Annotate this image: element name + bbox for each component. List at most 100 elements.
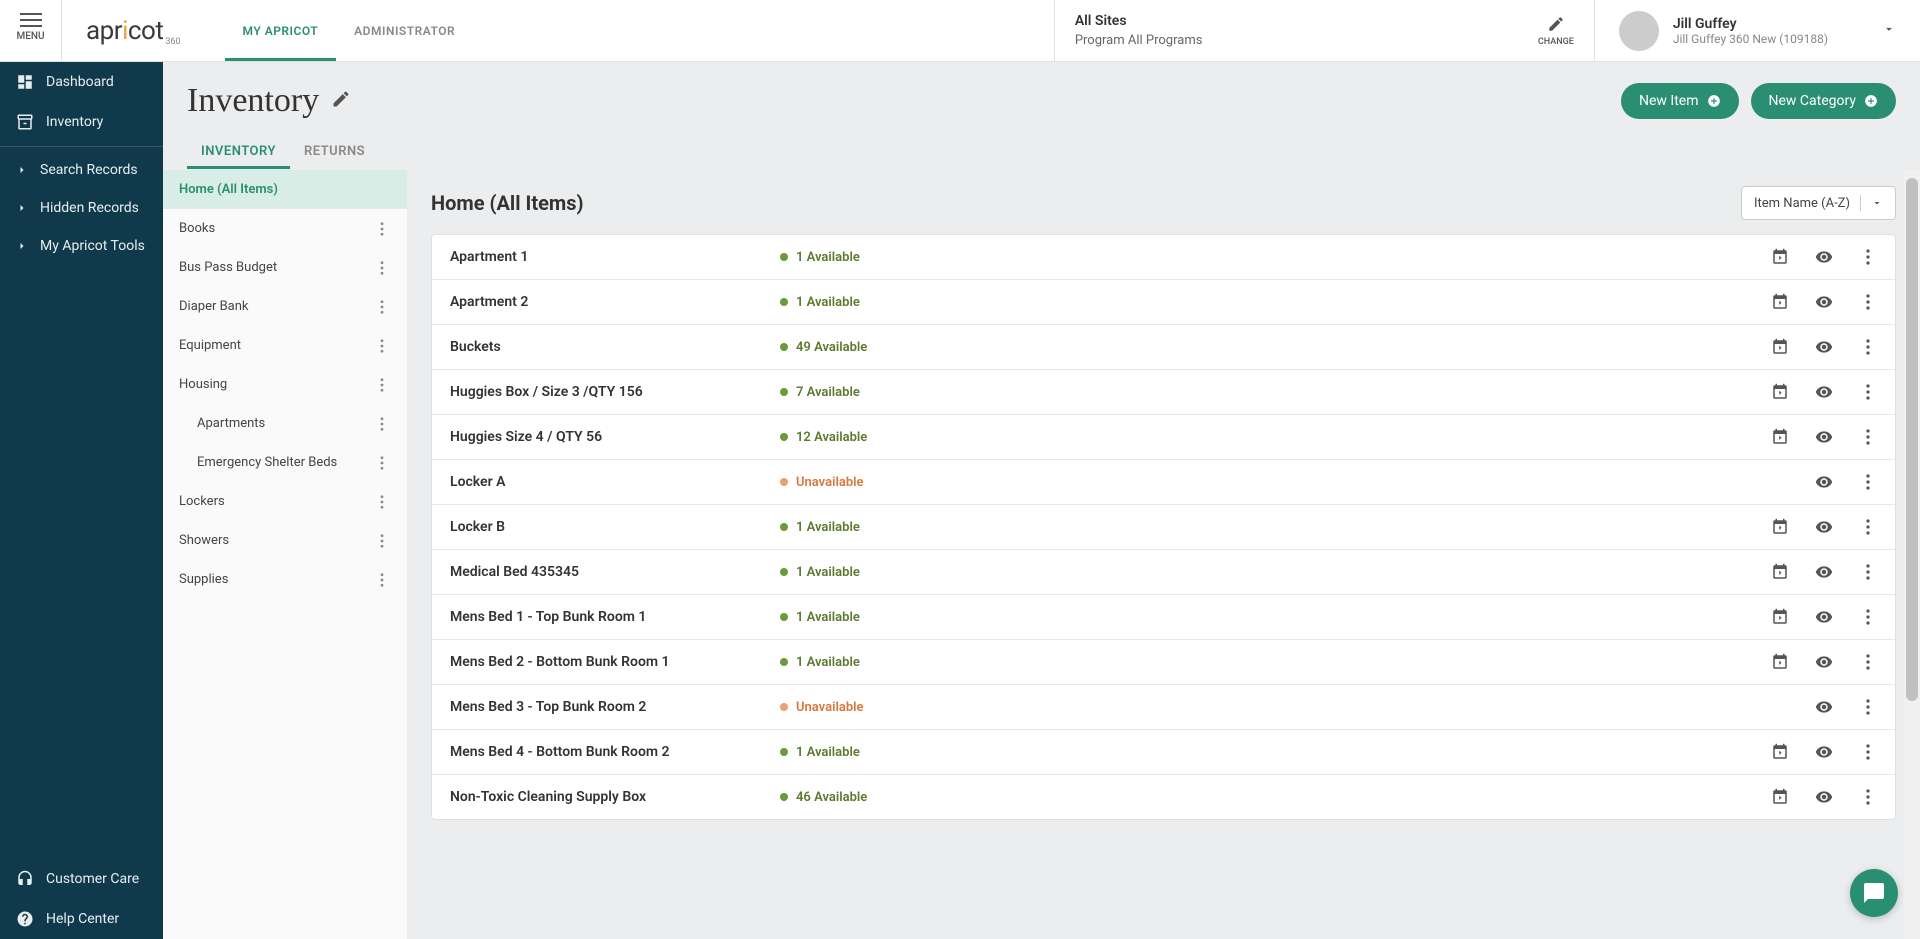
item-name: Apartment 2 <box>450 294 780 310</box>
edit-title-button[interactable] <box>331 89 351 113</box>
page-tab[interactable]: RETURNS <box>290 136 379 169</box>
category-item[interactable]: Bus Pass Budget <box>163 248 407 287</box>
new-item-button[interactable]: New Item <box>1621 83 1739 119</box>
category-more-button[interactable] <box>373 456 391 470</box>
row-more-button[interactable] <box>1859 653 1877 671</box>
inventory-row[interactable]: Medical Bed 4353451 Available <box>432 550 1895 595</box>
eye-icon <box>1815 428 1833 446</box>
view-button[interactable] <box>1815 518 1833 536</box>
row-more-button[interactable] <box>1859 383 1877 401</box>
category-more-button[interactable] <box>373 573 391 587</box>
category-more-button[interactable] <box>373 339 391 353</box>
inventory-row[interactable]: Non-Toxic Cleaning Supply Box46 Availabl… <box>432 775 1895 819</box>
schedule-button[interactable] <box>1771 743 1789 761</box>
view-button[interactable] <box>1815 743 1833 761</box>
sidebar-item[interactable]: Dashboard <box>0 62 163 102</box>
row-more-button[interactable] <box>1859 698 1877 716</box>
row-more-button[interactable] <box>1859 563 1877 581</box>
category-more-button[interactable] <box>373 378 391 392</box>
user-menu[interactable]: Jill Guffey Jill Guffey 360 New (109188) <box>1594 0 1920 61</box>
view-button[interactable] <box>1815 248 1833 266</box>
inventory-row[interactable]: Huggies Box / Size 3 /QTY 1567 Available <box>432 370 1895 415</box>
row-more-button[interactable] <box>1859 248 1877 266</box>
row-more-button[interactable] <box>1859 608 1877 626</box>
item-status: 49 Available <box>780 340 1771 355</box>
view-button[interactable] <box>1815 608 1833 626</box>
view-button[interactable] <box>1815 788 1833 806</box>
inventory-row[interactable]: Mens Bed 2 - Bottom Bunk Room 11 Availab… <box>432 640 1895 685</box>
view-button[interactable] <box>1815 698 1833 716</box>
sidebar-item[interactable]: Inventory <box>0 102 163 142</box>
scrollbar[interactable] <box>1904 170 1920 939</box>
view-button[interactable] <box>1815 383 1833 401</box>
row-more-button[interactable] <box>1859 428 1877 446</box>
item-status: 1 Available <box>780 295 1771 310</box>
schedule-button[interactable] <box>1771 383 1789 401</box>
category-more-button[interactable] <box>373 261 391 275</box>
row-more-button[interactable] <box>1859 473 1877 491</box>
schedule-button[interactable] <box>1771 608 1789 626</box>
schedule-button[interactable] <box>1771 563 1789 581</box>
sidebar-item[interactable]: My Apricot Tools <box>0 227 163 265</box>
top-tab[interactable]: MY APRICOT <box>225 0 337 61</box>
view-button[interactable] <box>1815 473 1833 491</box>
category-item[interactable]: Supplies <box>163 560 407 599</box>
sidebar-item[interactable]: Hidden Records <box>0 189 163 227</box>
category-item[interactable]: Showers <box>163 521 407 560</box>
row-more-button[interactable] <box>1859 518 1877 536</box>
view-button[interactable] <box>1815 563 1833 581</box>
inventory-row[interactable]: Buckets49 Available <box>432 325 1895 370</box>
item-status: 46 Available <box>780 790 1771 805</box>
new-category-button[interactable]: New Category <box>1751 83 1896 119</box>
schedule-button[interactable] <box>1771 428 1789 446</box>
inventory-row[interactable]: Huggies Size 4 / QTY 5612 Available <box>432 415 1895 460</box>
row-more-button[interactable] <box>1859 788 1877 806</box>
view-button[interactable] <box>1815 338 1833 356</box>
inventory-row[interactable]: Locker AUnavailable <box>432 460 1895 505</box>
schedule-button[interactable] <box>1771 293 1789 311</box>
category-item[interactable]: Diaper Bank <box>163 287 407 326</box>
row-more-button[interactable] <box>1859 743 1877 761</box>
inventory-row[interactable]: Mens Bed 3 - Top Bunk Room 2Unavailable <box>432 685 1895 730</box>
schedule-button[interactable] <box>1771 338 1789 356</box>
category-more-button[interactable] <box>373 222 391 236</box>
page-tab[interactable]: INVENTORY <box>187 136 290 169</box>
sidebar-item[interactable]: Customer Care <box>0 859 163 899</box>
view-button[interactable] <box>1815 653 1833 671</box>
eye-icon <box>1815 743 1833 761</box>
category-item[interactable]: Equipment <box>163 326 407 365</box>
vdots-icon <box>380 261 384 275</box>
category-more-button[interactable] <box>373 495 391 509</box>
inventory-row[interactable]: Apartment 11 Available <box>432 235 1895 280</box>
row-more-button[interactable] <box>1859 338 1877 356</box>
schedule-button[interactable] <box>1771 653 1789 671</box>
sort-select[interactable]: Item Name (A-Z) <box>1741 186 1896 220</box>
view-button[interactable] <box>1815 428 1833 446</box>
category-more-button[interactable] <box>373 534 391 548</box>
view-button[interactable] <box>1815 293 1833 311</box>
category-item[interactable]: Lockers <box>163 482 407 521</box>
inventory-row[interactable]: Locker B1 Available <box>432 505 1895 550</box>
row-more-button[interactable] <box>1859 293 1877 311</box>
schedule-button[interactable] <box>1771 248 1789 266</box>
inventory-row[interactable]: Apartment 21 Available <box>432 280 1895 325</box>
schedule-button[interactable] <box>1771 788 1789 806</box>
top-tab[interactable]: ADMINISTRATOR <box>336 0 473 61</box>
category-more-button[interactable] <box>373 300 391 314</box>
category-item[interactable]: Apartments <box>163 404 407 443</box>
category-item[interactable]: Home (All Items) <box>163 170 407 209</box>
schedule-button[interactable] <box>1771 518 1789 536</box>
category-more-button[interactable] <box>373 417 391 431</box>
inventory-heading: Home (All Items) <box>431 191 584 215</box>
inventory-row[interactable]: Mens Bed 4 - Bottom Bunk Room 21 Availab… <box>432 730 1895 775</box>
category-item[interactable]: Books <box>163 209 407 248</box>
menu-toggle[interactable]: MENU <box>0 0 62 61</box>
inventory-row[interactable]: Mens Bed 1 - Top Bunk Room 11 Available <box>432 595 1895 640</box>
sidebar-item[interactable]: Search Records <box>0 151 163 189</box>
sidebar-item[interactable]: Help Center <box>0 899 163 939</box>
category-item[interactable]: Emergency Shelter Beds <box>163 443 407 482</box>
change-site-button[interactable]: CHANGE <box>1538 15 1574 47</box>
chat-fab[interactable] <box>1850 869 1898 917</box>
category-item[interactable]: Housing <box>163 365 407 404</box>
logo[interactable]: apricot 360 <box>62 0 205 61</box>
